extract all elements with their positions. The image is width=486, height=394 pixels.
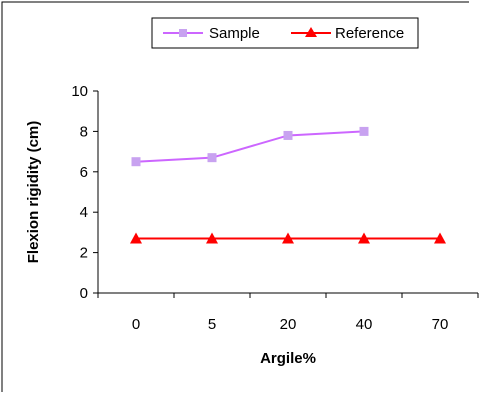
x-tick-label: 20: [280, 316, 297, 333]
x-tick-label: 0: [132, 316, 140, 333]
x-tick-label: 40: [356, 316, 373, 333]
legend-label-sample: Sample: [209, 25, 260, 42]
y-axis-title: Flexion rigidity (cm): [25, 121, 42, 264]
data-point-sample: [131, 157, 141, 167]
y-tick-label: 10: [71, 83, 88, 100]
data-point-reference: [282, 232, 294, 244]
y-tick-label: 4: [80, 204, 88, 221]
data-point-reference: [358, 232, 370, 244]
data-point-sample: [207, 153, 217, 163]
x-axis-title: Argile%: [260, 350, 316, 367]
data-point-reference: [206, 232, 218, 244]
chart-legend: Sample Reference: [151, 17, 419, 49]
data-point-reference: [434, 232, 446, 244]
y-tick-label: 6: [80, 164, 88, 181]
y-tick-label: 8: [80, 123, 88, 140]
data-point-reference: [130, 232, 142, 244]
data-point-sample: [283, 130, 293, 140]
y-axis-ticks: 0 2 4 6 8 10: [71, 83, 98, 302]
series-line-sample: [135, 130, 365, 163]
legend-marker-reference: [305, 27, 317, 37]
legend-label-reference: Reference: [335, 25, 404, 42]
x-tick-label: 5: [208, 316, 216, 333]
y-tick-label: 2: [80, 245, 88, 262]
y-tick-label: 0: [80, 285, 88, 302]
figure-border: [1, 1, 469, 392]
x-axis-ticks: 0 5 20 40 70: [97, 293, 479, 333]
data-point-sample: [359, 126, 369, 136]
plot-area: [130, 126, 446, 244]
legend-marker-sample: [179, 29, 187, 37]
x-tick-label: 70: [432, 316, 449, 333]
